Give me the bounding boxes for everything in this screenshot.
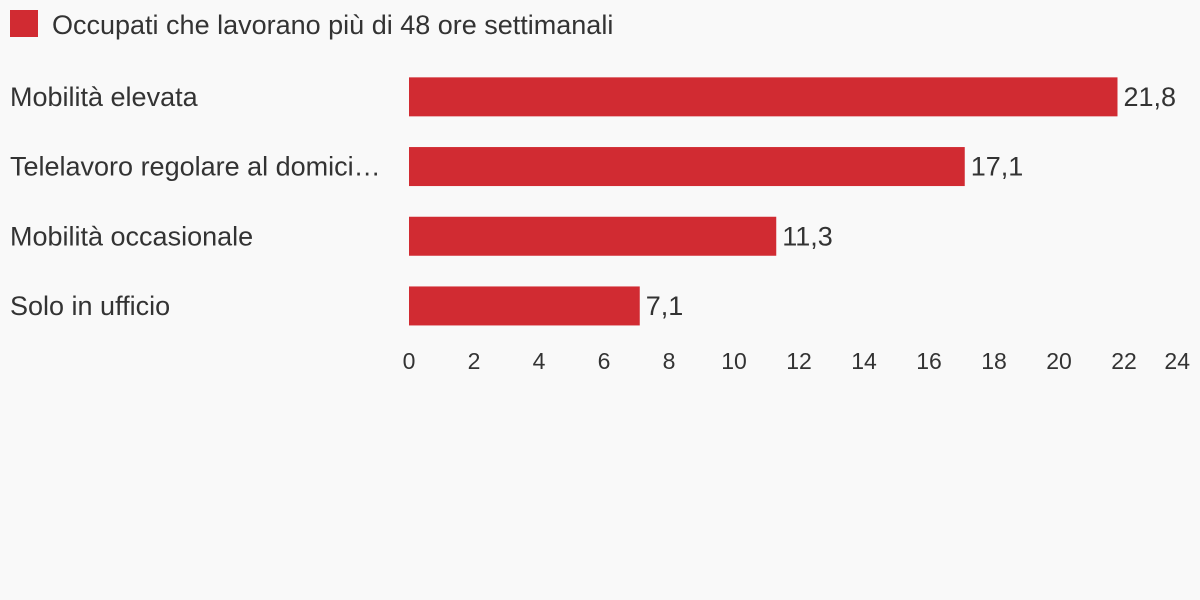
x-tick-label: 16 <box>916 348 942 374</box>
bar <box>409 286 640 326</box>
x-tick-label: 22 <box>1111 348 1137 374</box>
x-tick-label: 0 <box>403 348 416 374</box>
legend-entry: Occupati che lavorano più di 48 ore sett… <box>52 10 613 40</box>
bar <box>409 77 1118 117</box>
bar <box>409 216 777 256</box>
x-tick-label: 14 <box>851 348 877 374</box>
value-label: 21,8 <box>1124 82 1177 112</box>
value-label: 17,1 <box>971 152 1024 182</box>
x-tick-label: 20 <box>1046 348 1072 374</box>
x-tick-label: 2 <box>468 348 481 374</box>
x-tick-label: 8 <box>663 348 676 374</box>
category-label: Mobilità occasionale <box>10 221 253 251</box>
bar <box>409 147 965 187</box>
value-label: 11,3 <box>782 221 833 251</box>
legend-swatch <box>10 10 38 37</box>
x-tick-label: 12 <box>786 348 812 374</box>
x-tick-label: 4 <box>533 348 546 374</box>
x-tick-label: 18 <box>981 348 1007 374</box>
category-label: Solo in ufficio <box>10 291 170 321</box>
x-tick-label: 24 <box>1164 348 1190 374</box>
category-label: Telelavoro regolare al domici… <box>10 152 381 182</box>
x-tick-label: 6 <box>598 348 611 374</box>
x-tick-label: 10 <box>721 348 747 374</box>
value-label: 7,1 <box>646 291 684 321</box>
category-label: Mobilità elevata <box>10 82 199 112</box>
